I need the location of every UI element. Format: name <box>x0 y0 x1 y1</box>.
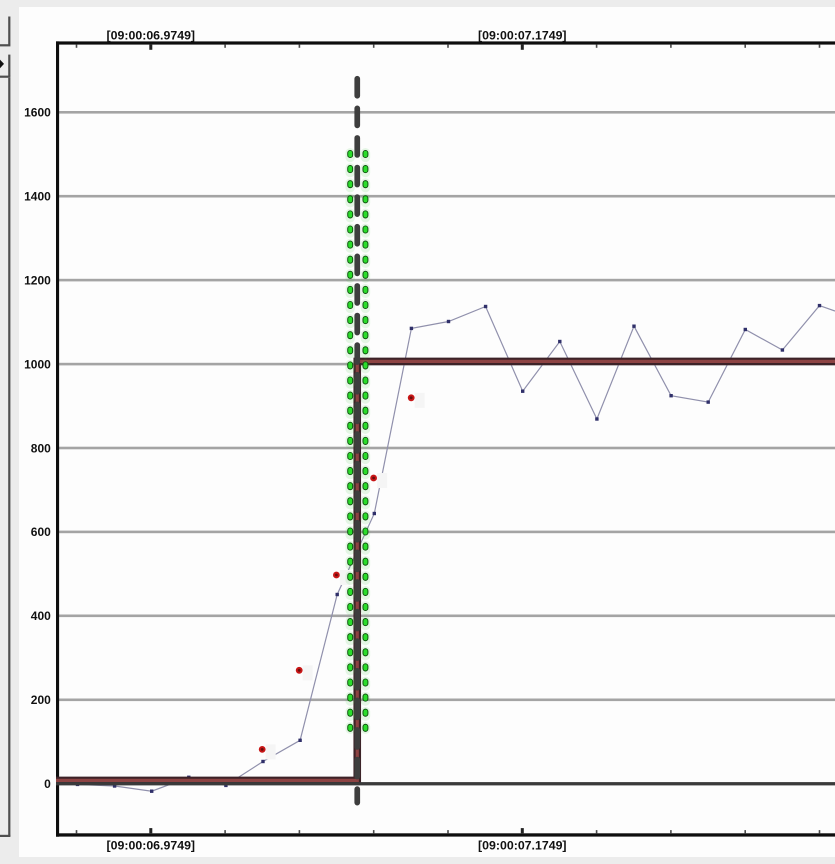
svg-text:1600: 1600 <box>24 106 51 120</box>
svg-text:[09:00:07.1749]: [09:00:07.1749] <box>478 28 567 42</box>
svg-text:[09:00:07.1749]: [09:00:07.1749] <box>478 839 567 853</box>
svg-text:1200: 1200 <box>24 273 51 287</box>
svg-text:800: 800 <box>31 441 51 455</box>
svg-text:[09:00:06.9749]: [09:00:06.9749] <box>107 28 196 42</box>
svg-text:200: 200 <box>31 693 51 707</box>
svg-text:[09:00:06.9749]: [09:00:06.9749] <box>107 839 196 853</box>
svg-text:1400: 1400 <box>24 190 51 204</box>
svg-text:400: 400 <box>31 609 51 623</box>
svg-text:600: 600 <box>31 525 51 539</box>
svg-text:0: 0 <box>44 777 51 791</box>
svg-text:1000: 1000 <box>24 357 51 371</box>
